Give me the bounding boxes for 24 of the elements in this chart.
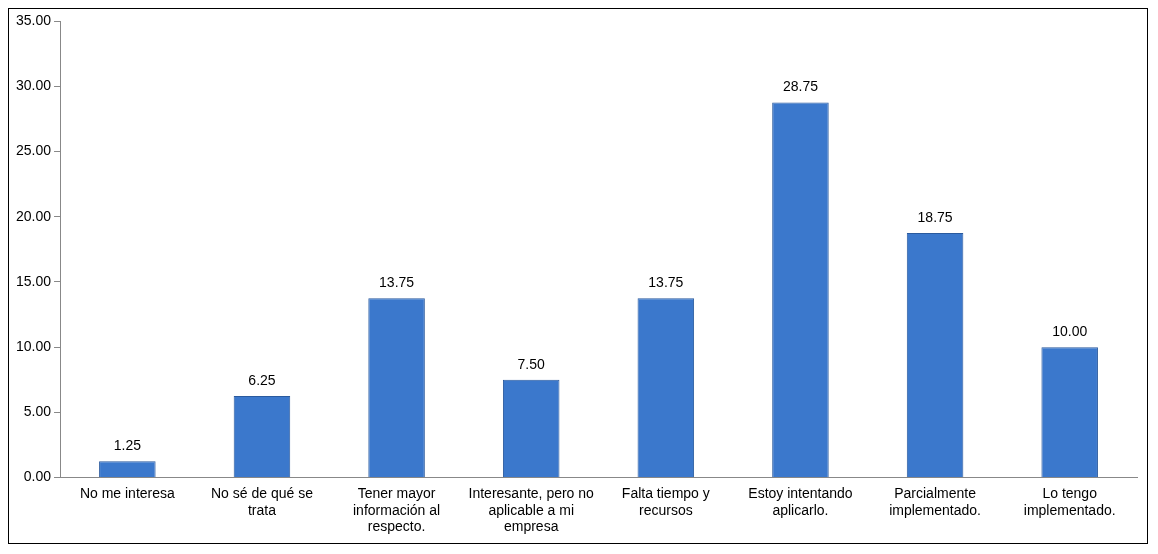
- x-tick-label: Lo tengo implementado.: [1023, 484, 1116, 518]
- data-label: 18.75: [917, 208, 953, 225]
- data-label: 6.25: [248, 371, 276, 388]
- data-label: 28.75: [782, 78, 819, 95]
- data-label: 13.75: [379, 274, 415, 291]
- y-tick-label: 15.00: [15, 272, 52, 289]
- y-tick-label: 10.00: [15, 338, 52, 354]
- y-tick-label: 0.00: [23, 468, 52, 485]
- data-label: 7.50: [517, 355, 546, 372]
- y-tick-label: 5.00: [23, 403, 52, 420]
- data-label: 1.25: [113, 437, 142, 454]
- x-tick-label: Interesante, pero no aplicable a mi empresa: [468, 484, 595, 535]
- y-tick-label: 20.00: [15, 207, 52, 224]
- y-tick-label: 30.00: [15, 77, 52, 94]
- x-tick-label: Parcialmente implementado.: [889, 484, 981, 518]
- data-label: 10.00: [1052, 323, 1088, 339]
- x-tick-label: Estoy intentando aplicarlo.: [748, 484, 853, 518]
- x-tick-label: Tener mayor información al respecto.: [353, 484, 441, 535]
- x-tick-label: No sé de qué se trata: [210, 484, 314, 518]
- y-tick-label: 25.00: [15, 142, 52, 159]
- data-label: 13.75: [648, 274, 684, 291]
- x-tick-label: No me interesa: [79, 484, 176, 501]
- y-tick-label: 35.00: [15, 11, 52, 28]
- x-tick-label: Falta tiempo y recursos: [621, 484, 710, 518]
